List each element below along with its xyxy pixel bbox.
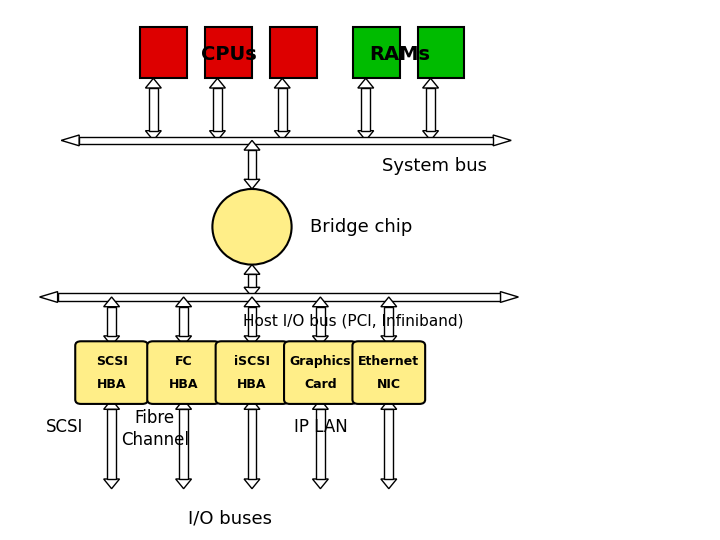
Polygon shape [176,336,192,346]
Text: RAMs: RAMs [369,44,430,64]
Text: HBA: HBA [238,378,266,391]
Polygon shape [145,131,161,140]
Polygon shape [149,88,158,131]
Polygon shape [244,400,260,409]
Text: CPUs: CPUs [201,44,257,64]
Polygon shape [145,78,161,88]
Polygon shape [244,265,260,274]
Text: Ethernet: Ethernet [359,355,419,368]
Polygon shape [244,479,260,489]
Polygon shape [381,400,397,409]
Polygon shape [244,179,260,189]
FancyBboxPatch shape [353,27,400,78]
Text: iSCSI: iSCSI [234,355,270,368]
Polygon shape [107,409,116,479]
Polygon shape [274,78,290,88]
Polygon shape [248,307,256,336]
Text: Bridge chip: Bridge chip [310,218,412,236]
Polygon shape [384,307,393,336]
Text: Fibre
Channel: Fibre Channel [121,409,189,449]
Polygon shape [176,297,192,307]
FancyBboxPatch shape [147,341,220,404]
Polygon shape [61,135,79,146]
Polygon shape [248,409,256,479]
Polygon shape [244,140,260,150]
FancyBboxPatch shape [75,341,148,404]
Polygon shape [179,307,188,336]
Polygon shape [248,150,256,179]
Polygon shape [384,409,393,479]
Text: Card: Card [304,378,337,391]
FancyBboxPatch shape [205,27,252,78]
Polygon shape [244,287,260,297]
Text: HBA: HBA [169,378,198,391]
Text: FC: FC [175,355,192,368]
FancyBboxPatch shape [353,341,425,404]
Text: Host I/O bus (PCI, Infiniband): Host I/O bus (PCI, Infiniband) [243,313,463,328]
Text: Graphics: Graphics [289,355,351,368]
Polygon shape [312,336,328,346]
Polygon shape [40,292,58,302]
Polygon shape [316,307,325,336]
Polygon shape [176,479,192,489]
Polygon shape [210,131,225,140]
Polygon shape [79,137,493,144]
Polygon shape [500,292,518,302]
Polygon shape [107,307,116,336]
Polygon shape [104,297,120,307]
Text: IP LAN: IP LAN [294,417,347,436]
Polygon shape [381,297,397,307]
Polygon shape [213,88,222,131]
Polygon shape [312,297,328,307]
FancyBboxPatch shape [140,27,187,78]
Text: System bus: System bus [382,157,487,174]
Polygon shape [493,135,511,146]
Polygon shape [423,131,438,140]
Ellipse shape [212,189,292,265]
FancyBboxPatch shape [284,341,357,404]
Polygon shape [358,131,374,140]
Polygon shape [312,400,328,409]
FancyBboxPatch shape [216,341,288,404]
Polygon shape [316,409,325,479]
Text: HBA: HBA [97,378,126,391]
Polygon shape [176,400,192,409]
Polygon shape [312,479,328,489]
Polygon shape [104,479,120,489]
Polygon shape [58,293,500,300]
Polygon shape [358,78,374,88]
Polygon shape [104,336,120,346]
Polygon shape [381,336,397,346]
FancyBboxPatch shape [418,27,464,78]
Polygon shape [381,479,397,489]
Polygon shape [244,336,260,346]
Polygon shape [361,88,370,131]
Text: SCSI: SCSI [46,417,84,436]
Polygon shape [210,78,225,88]
Polygon shape [179,409,188,479]
Polygon shape [423,78,438,88]
Polygon shape [278,88,287,131]
Polygon shape [426,88,435,131]
Polygon shape [274,131,290,140]
Polygon shape [248,274,256,287]
Polygon shape [104,400,120,409]
Text: NIC: NIC [377,378,401,391]
Text: SCSI: SCSI [96,355,127,368]
FancyBboxPatch shape [270,27,317,78]
Text: I/O buses: I/O buses [189,509,272,528]
Polygon shape [244,297,260,307]
